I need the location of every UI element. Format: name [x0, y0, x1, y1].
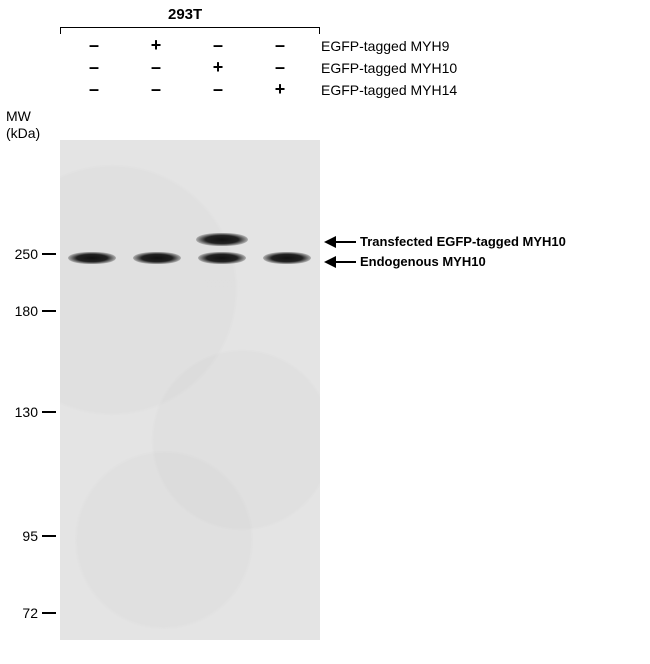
mw-value: 250	[8, 246, 38, 262]
arrow-head-icon	[324, 236, 336, 248]
condition-mark: –	[249, 57, 311, 78]
condition-label: EGFP-tagged MYH10	[321, 60, 457, 76]
band-endogenous	[263, 252, 311, 264]
band-transfected	[196, 233, 248, 246]
blot-membrane	[60, 140, 320, 640]
condition-row: ––+–EGFP-tagged MYH10	[63, 57, 457, 78]
mw-value: 130	[8, 404, 38, 420]
band-endogenous	[68, 252, 116, 264]
condition-mark: +	[125, 35, 187, 56]
condition-mark: +	[249, 79, 311, 100]
arrow-label: Endogenous MYH10	[360, 254, 486, 269]
mw-heading-line1: MW	[6, 108, 31, 124]
mw-tick	[42, 612, 56, 614]
band-endogenous	[198, 252, 246, 264]
condition-mark: –	[63, 79, 125, 100]
condition-label: EGFP-tagged MYH9	[321, 38, 449, 54]
mw-tick	[42, 253, 56, 255]
mw-tick	[42, 411, 56, 413]
arrow-annotation: Endogenous MYH10	[324, 254, 486, 269]
band-endogenous	[133, 252, 181, 264]
bracket-tick-right	[319, 27, 320, 34]
arrow-annotation: Transfected EGFP-tagged MYH10	[324, 234, 566, 249]
mw-heading: MW (kDa)	[6, 108, 40, 142]
condition-mark: –	[187, 35, 249, 56]
mw-value: 72	[8, 605, 38, 621]
bracket-tick-left	[60, 27, 61, 34]
condition-mark: –	[249, 35, 311, 56]
mw-tick	[42, 310, 56, 312]
mw-mark: 130	[8, 404, 56, 420]
condition-mark: –	[187, 79, 249, 100]
figure-root: 293T –+––EGFP-tagged MYH9––+–EGFP-tagged…	[0, 0, 650, 664]
mw-mark: 180	[8, 303, 56, 319]
condition-mark: –	[125, 57, 187, 78]
mw-tick	[42, 535, 56, 537]
arrow-shaft	[336, 261, 356, 263]
condition-label: EGFP-tagged MYH14	[321, 82, 457, 98]
cell-line-label: 293T	[168, 6, 202, 23]
membrane-texture	[60, 140, 320, 640]
condition-mark: –	[63, 35, 125, 56]
mw-heading-line2: (kDa)	[6, 125, 40, 141]
condition-mark: –	[63, 57, 125, 78]
condition-mark: –	[125, 79, 187, 100]
mw-value: 95	[8, 528, 38, 544]
condition-row: –––+EGFP-tagged MYH14	[63, 79, 457, 100]
arrow-shaft	[336, 241, 356, 243]
mw-mark: 72	[8, 605, 56, 621]
arrow-head-icon	[324, 256, 336, 268]
condition-row: –+––EGFP-tagged MYH9	[63, 35, 449, 56]
cell-line-bracket	[60, 27, 320, 28]
mw-value: 180	[8, 303, 38, 319]
band-smear	[204, 280, 240, 530]
mw-mark: 250	[8, 246, 56, 262]
mw-mark: 95	[8, 528, 56, 544]
condition-mark: +	[187, 57, 249, 78]
arrow-label: Transfected EGFP-tagged MYH10	[360, 234, 566, 249]
